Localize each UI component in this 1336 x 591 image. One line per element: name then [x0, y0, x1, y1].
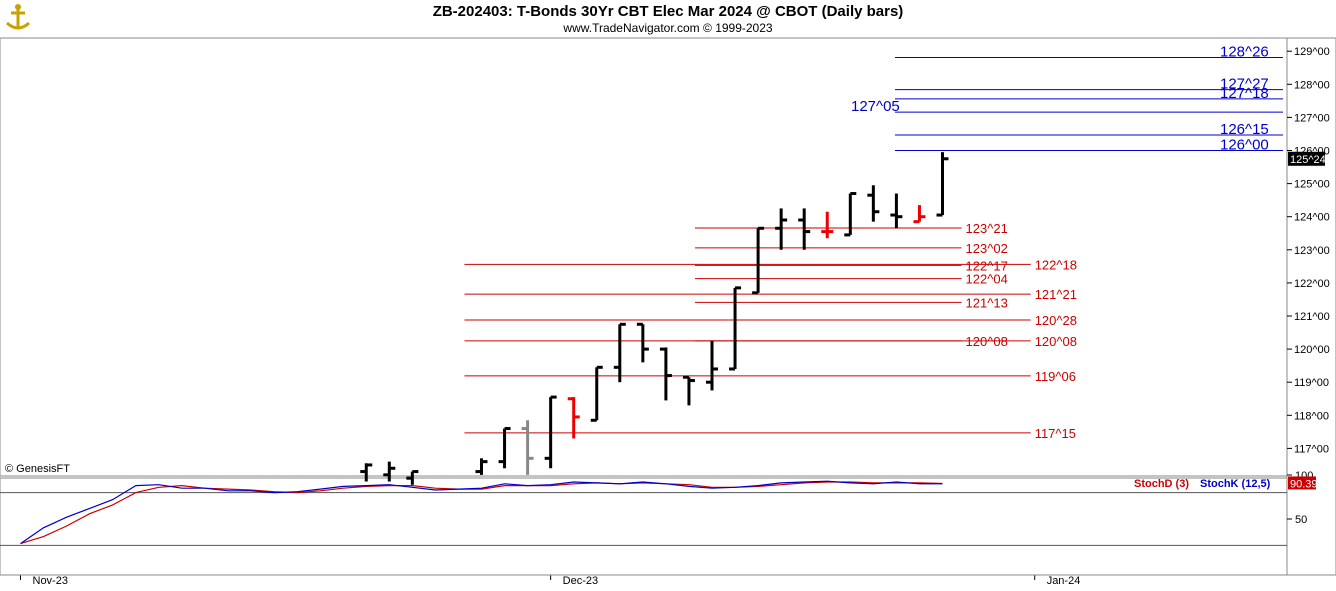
price-tick-label: 124^00: [1294, 212, 1330, 224]
ohlc-bar: [775, 208, 788, 250]
price-tick-label: 128^00: [1294, 79, 1330, 91]
price-tick-label: 123^00: [1294, 245, 1330, 257]
ohlc-bar: [613, 322, 626, 383]
ohlc-bar: [636, 322, 649, 363]
time-tick-label: Jan-24: [1047, 575, 1081, 587]
price-tick-label: 119^00: [1294, 377, 1329, 389]
price-tick-label: 118^00: [1294, 410, 1329, 422]
stoch-last-label: 90.39: [1290, 478, 1318, 490]
support-level-label: 123^02: [966, 241, 1008, 256]
ohlc-bar: [913, 205, 926, 224]
resistance-level-label: 127^27: [1220, 76, 1269, 93]
resistance-level-label: 127^18: [1220, 85, 1269, 102]
price-tick-label: 117^00: [1294, 443, 1329, 455]
support-level-label: 121^13: [966, 295, 1008, 310]
stoch-legend-label: StochK (12,5): [1200, 478, 1271, 490]
time-tick-label: Nov-23: [33, 575, 68, 587]
chart-title: ZB-202403: T-Bonds 30Yr CBT Elec Mar 202…: [432, 3, 904, 20]
ohlc-bar: [844, 192, 857, 237]
ohlc-bar: [544, 395, 557, 469]
time-tick-label: Dec-23: [563, 575, 598, 587]
ohlc-bar: [867, 185, 880, 222]
stoch-last-badge: [1288, 476, 1316, 490]
price-tick-label: 129^00: [1294, 46, 1330, 58]
ohlc-bar: [682, 375, 695, 406]
support-level-label: 117^15: [1035, 426, 1076, 441]
ohlc-bar: [798, 208, 811, 250]
chart-subtitle: www.TradeNavigator.com © 1999-2023: [563, 21, 773, 35]
resistance-level-label: 126^00: [1220, 137, 1269, 154]
support-level-label: 122^17: [966, 258, 1008, 273]
support-level-label: 119^06: [1035, 369, 1076, 384]
trade-navigator-logo-icon: [3, 3, 33, 33]
resistance-level-label: 128^26: [1220, 43, 1269, 60]
watermark-text: © GenesisFT: [5, 463, 70, 475]
ohlc-bar: [475, 458, 488, 475]
ohlc-bar: [752, 226, 765, 295]
ohlc-bar: [383, 461, 396, 482]
ohlc-bar: [706, 340, 718, 391]
ohlc-bar: [567, 397, 580, 439]
support-level-label: 122^04: [966, 272, 1008, 287]
ohlc-bar: [821, 211, 834, 239]
price-tick-label: 122^00: [1294, 278, 1330, 290]
price-tick-label: 127^00: [1294, 112, 1330, 124]
support-level-label: 120^28: [1035, 313, 1077, 328]
stoch-tick-label: 50: [1295, 514, 1307, 526]
support-level-label: 120^08: [1035, 334, 1077, 349]
support-level-label: 122^18: [1035, 257, 1077, 272]
last-price-label: 125^24: [1290, 154, 1326, 166]
ohlc-bar: [659, 347, 672, 401]
resistance-level-label: 127^05: [851, 98, 900, 115]
ohlc-bar: [360, 463, 373, 482]
ohlc-bar: [498, 427, 511, 469]
price-tick-label: 125^00: [1294, 179, 1330, 191]
ohlc-bar: [729, 286, 742, 371]
support-level-label: 123^21: [966, 221, 1008, 236]
stochD-line: [20, 481, 943, 545]
ohlc-bar: [590, 365, 603, 422]
ohlc-bar: [406, 470, 419, 485]
price-panel: [0, 37, 1288, 477]
ohlc-bar: [521, 420, 534, 475]
ohlc-bar: [890, 193, 903, 229]
price-tick-label: 121^00: [1294, 311, 1330, 323]
stoch-legend-label: StochD (3): [1134, 478, 1189, 490]
support-level-label: 121^21: [1035, 287, 1077, 302]
last-price-badge: [1288, 151, 1325, 166]
ohlc-bar: [936, 152, 949, 217]
resistance-level-label: 126^15: [1220, 121, 1269, 138]
stochK-line: [20, 480, 943, 545]
price-tick-label: 120^00: [1294, 344, 1330, 356]
